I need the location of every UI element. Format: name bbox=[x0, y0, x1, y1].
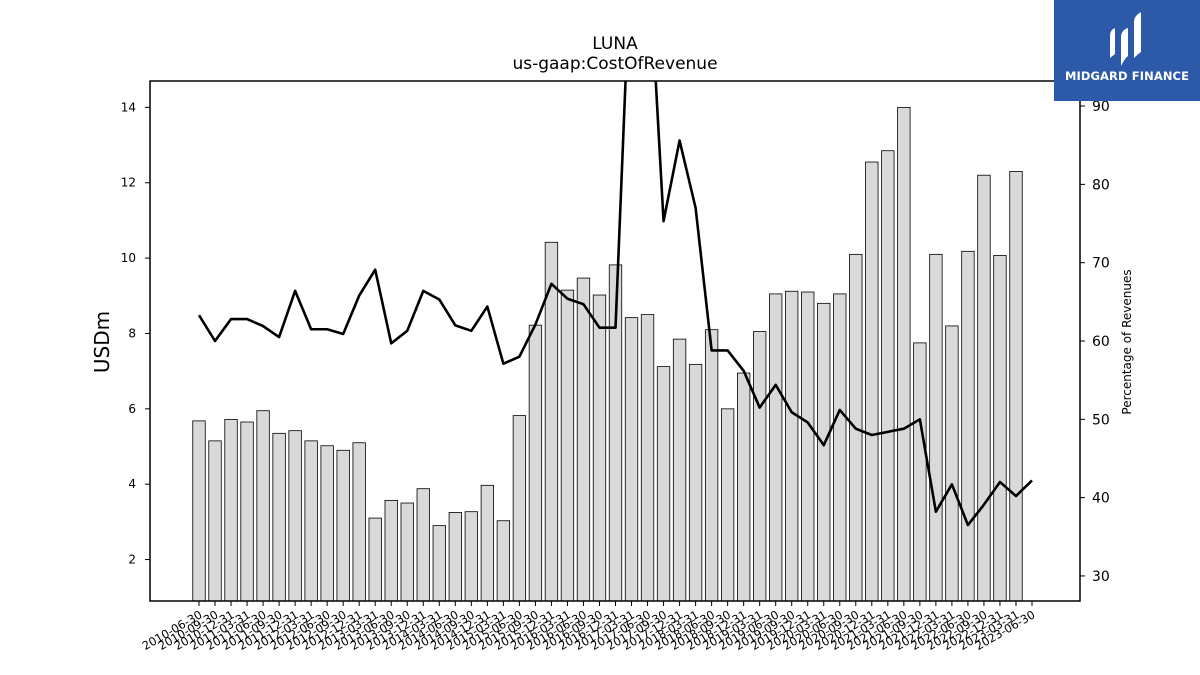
bar-2015-09-30 bbox=[528, 324, 543, 602]
bar-2017-12-31 bbox=[672, 338, 687, 602]
bar-2011-12-31 bbox=[288, 430, 302, 602]
bar-2017-09-30 bbox=[656, 366, 671, 602]
bar-2022-06-30 bbox=[961, 250, 975, 602]
y-right-tick-label: 30 bbox=[1092, 569, 1110, 585]
x-axis: 2010-06-302010-09-302010-12-312011-03-31… bbox=[140, 601, 1038, 653]
bar-2012-06-30 bbox=[320, 445, 334, 602]
bar-2012-12-31 bbox=[352, 442, 366, 602]
bar-2018-03-31 bbox=[688, 363, 703, 602]
y-left-tick-label: 14 bbox=[121, 100, 136, 114]
bar-2017-06-30 bbox=[640, 314, 655, 602]
y-axis-right-label: Percentage of Revenues bbox=[1120, 269, 1134, 414]
bar-2021-03-31 bbox=[881, 150, 895, 602]
bar-series bbox=[192, 106, 1023, 602]
chart-title: LUNA bbox=[592, 34, 638, 54]
brand-logo: MIDGARD FINANCE bbox=[1054, 0, 1200, 101]
y-left-tick-label: 8 bbox=[128, 326, 136, 340]
bar-2016-09-30 bbox=[592, 294, 607, 602]
bar-2011-03-31 bbox=[240, 421, 254, 602]
bar-2022-12-31 bbox=[993, 255, 1007, 602]
bar-2019-12-31 bbox=[801, 291, 815, 602]
bar-2017-03-31 bbox=[624, 317, 639, 602]
bar-2021-06-30 bbox=[897, 106, 911, 602]
bar-2022-03-31 bbox=[945, 325, 959, 602]
y-right-tick-label: 50 bbox=[1092, 412, 1110, 428]
y-left-tick-label: 10 bbox=[121, 251, 136, 265]
bar-2010-12-31 bbox=[224, 418, 238, 602]
bar-2011-09-30 bbox=[272, 432, 286, 602]
bar-2020-06-30 bbox=[833, 293, 847, 602]
bar-2014-03-31 bbox=[432, 525, 446, 602]
y-left-tick-label: 6 bbox=[128, 402, 136, 416]
bar-2023-03-31 bbox=[1009, 171, 1023, 602]
y-right-tick-label: 80 bbox=[1092, 177, 1110, 193]
bar-2013-06-30 bbox=[384, 499, 398, 602]
y-axis-left: 2 4 6 8 10 12 14 bbox=[121, 100, 150, 567]
bar-2021-09-30 bbox=[913, 342, 927, 602]
y-right-tick-label: 90 bbox=[1092, 99, 1110, 115]
bar-2013-09-30 bbox=[400, 502, 414, 602]
bar-2016-06-30 bbox=[576, 277, 591, 602]
chart-subtitle: us-gaap:CostOfRevenue bbox=[512, 54, 717, 74]
bar-2018-09-30 bbox=[720, 408, 735, 602]
y-axis-right: 30 40 50 60 70 80 90 bbox=[1080, 99, 1110, 585]
y-right-tick-label: 70 bbox=[1092, 256, 1110, 272]
bar-2021-12-31 bbox=[929, 253, 943, 602]
bar-2014-12-31 bbox=[480, 484, 495, 602]
midgard-logo-icon bbox=[1110, 12, 1141, 66]
bar-2011-06-30 bbox=[256, 410, 270, 602]
line-series bbox=[197, 81, 1033, 527]
bar-2010-06-30 bbox=[192, 420, 206, 602]
bar-2020-12-31 bbox=[865, 161, 879, 602]
bar-2014-06-30 bbox=[448, 512, 462, 602]
brand-name: MIDGARD FINANCE bbox=[1064, 69, 1190, 83]
bar-2020-03-31 bbox=[817, 302, 831, 602]
bar-2016-03-31 bbox=[560, 289, 575, 602]
bar-2015-06-30 bbox=[512, 415, 527, 602]
bar-2019-09-30 bbox=[785, 290, 799, 602]
y-right-tick-label: 40 bbox=[1092, 491, 1110, 507]
bar-2022-09-30 bbox=[977, 174, 991, 602]
y-left-tick-label: 12 bbox=[121, 176, 136, 190]
y-left-tick-label: 2 bbox=[128, 553, 136, 567]
bar-2019-03-31 bbox=[753, 331, 767, 602]
y-right-tick-label: 60 bbox=[1092, 334, 1110, 350]
bar-2014-09-30 bbox=[464, 511, 478, 602]
bar-2015-03-31 bbox=[496, 520, 511, 602]
bar-2013-03-31 bbox=[368, 517, 382, 602]
bar-2012-09-30 bbox=[336, 449, 350, 602]
bar-2010-09-30 bbox=[208, 440, 222, 602]
bar-2013-12-31 bbox=[416, 488, 430, 602]
y-left-tick-label: 4 bbox=[128, 477, 136, 491]
bar-2018-06-30 bbox=[704, 329, 719, 602]
percentage-of-revenues-line bbox=[197, 81, 1033, 527]
bar-2012-03-31 bbox=[304, 440, 318, 602]
bar-2018-12-31 bbox=[737, 372, 751, 602]
bar-2019-06-30 bbox=[769, 293, 783, 602]
y-axis-left-label: USDm bbox=[90, 311, 114, 373]
